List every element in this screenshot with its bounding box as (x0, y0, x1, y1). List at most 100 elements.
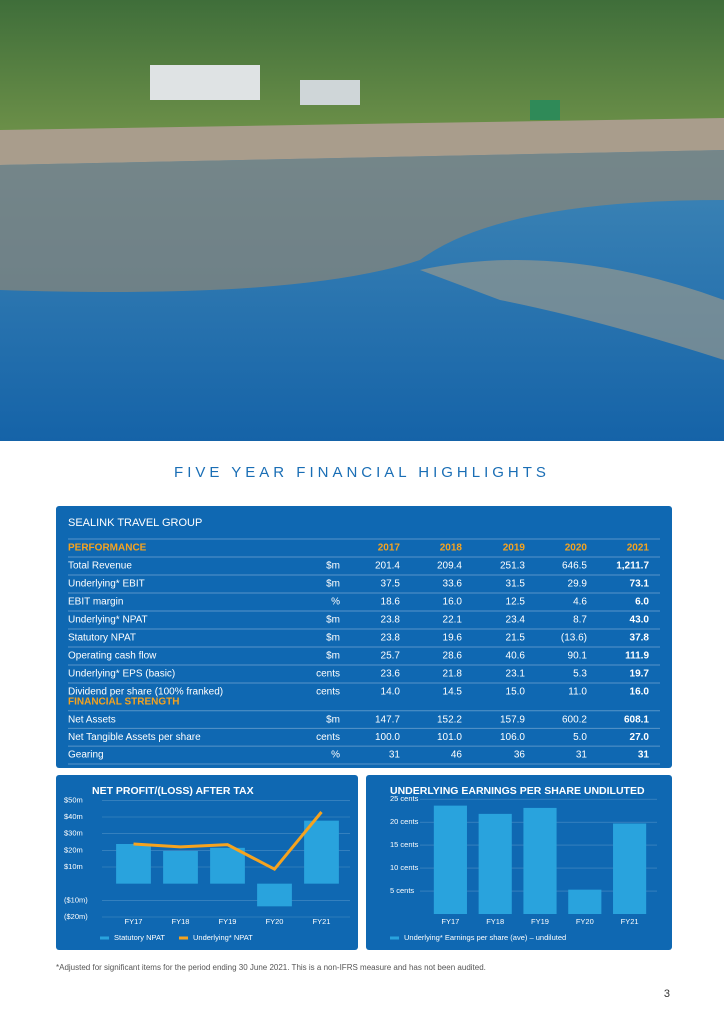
cell: 608.1 (624, 714, 649, 725)
bar (613, 823, 647, 914)
cell: 1,211.7 (616, 561, 649, 572)
year-header: 2018 (440, 543, 463, 554)
footnote: *Adjusted for significant items for the … (56, 963, 486, 972)
cell: 646.5 (562, 561, 587, 572)
cell: 600.2 (562, 714, 587, 725)
table-panel (56, 506, 672, 768)
row-label: Total Revenue (68, 561, 132, 572)
page-number: 3 (664, 988, 670, 1000)
cell: 157.9 (500, 714, 525, 725)
legend-swatch (100, 936, 109, 940)
cell: 101.0 (437, 732, 462, 743)
x-tick-label: FY17 (125, 917, 143, 926)
cell: 23.1 (506, 669, 526, 680)
cell: 16.0 (630, 687, 650, 698)
cell: 209.4 (437, 561, 462, 572)
cell: 5.0 (573, 732, 587, 743)
row-label: Dividend per share (100% franked) (68, 687, 223, 698)
y-tick-label: 5 cents (390, 886, 414, 895)
cell: 27.0 (630, 732, 650, 743)
cell: 19.6 (443, 633, 463, 644)
row-unit: $m (326, 579, 340, 590)
cell: 23.6 (381, 669, 401, 680)
row-unit: $m (326, 651, 340, 662)
cell: 22.1 (443, 615, 463, 626)
row-unit: $m (326, 633, 340, 644)
y-tick-label: $10m (64, 862, 83, 871)
cell: 31 (576, 750, 588, 761)
y-tick-label: $30m (64, 829, 83, 838)
bar (433, 805, 467, 914)
x-tick-label: FY19 (531, 917, 549, 926)
cell: 19.7 (630, 669, 650, 680)
legend-label: Underlying* NPAT (193, 933, 253, 942)
year-header: 2017 (378, 543, 401, 554)
cell: 31.5 (506, 579, 526, 590)
row-unit: cents (316, 669, 340, 680)
cell: 43.0 (630, 615, 650, 626)
cell: 21.5 (506, 633, 526, 644)
bar (523, 807, 557, 914)
page-title: FIVE YEAR FINANCIAL HIGHLIGHTS (174, 464, 550, 481)
cell: 111.9 (625, 651, 649, 662)
row-label: Operating cash flow (68, 651, 157, 662)
chart-title: NET PROFIT/(LOSS) AFTER TAX (92, 785, 254, 797)
bar (304, 820, 339, 884)
cell: 18.6 (381, 597, 401, 608)
year-header: 2019 (503, 543, 526, 554)
x-tick-label: FY19 (219, 917, 237, 926)
cell: 90.1 (568, 651, 588, 662)
cell: (13.6) (561, 633, 587, 644)
row-label: Gearing (68, 750, 104, 761)
cell: 16.0 (443, 597, 463, 608)
y-tick-label: ($20m) (64, 912, 88, 921)
cell: 152.2 (437, 714, 462, 725)
cell: 28.6 (443, 651, 463, 662)
table-heading: SEALINK TRAVEL GROUP (68, 517, 202, 529)
y-tick-label: 25 cents (390, 794, 419, 803)
x-tick-label: FY17 (441, 917, 459, 926)
bar (116, 844, 151, 884)
legend-swatch (390, 936, 399, 940)
x-tick-label: FY20 (576, 917, 594, 926)
cell: 23.8 (381, 615, 401, 626)
row-label: EBIT margin (68, 597, 123, 608)
row-label: Underlying* NPAT (68, 615, 148, 626)
row-unit: % (331, 597, 340, 608)
x-tick-label: FY18 (172, 917, 190, 926)
legend-label: Statutory NPAT (114, 933, 165, 942)
section-title: PERFORMANCE (68, 543, 147, 554)
cell: 46 (451, 750, 463, 761)
y-tick-label: 15 cents (390, 840, 419, 849)
row-label: Statutory NPAT (68, 633, 136, 644)
y-tick-label: 10 cents (390, 863, 419, 872)
cell: 21.8 (443, 669, 463, 680)
section-title: FINANCIAL STRENGTH (68, 697, 179, 708)
cell: 11.0 (568, 687, 587, 698)
cell: 14.5 (443, 687, 463, 698)
legend-swatch (179, 936, 188, 940)
y-tick-label: $20m (64, 845, 83, 854)
row-label: Underlying* EPS (basic) (68, 669, 175, 680)
row-unit: $m (326, 615, 340, 626)
y-tick-label: $40m (64, 812, 83, 821)
cell: 33.6 (443, 579, 463, 590)
line (133, 811, 323, 872)
cell: 37.8 (630, 633, 650, 644)
row-unit: % (331, 750, 340, 761)
x-tick-label: FY20 (266, 917, 284, 926)
y-tick-label: $50m (64, 795, 83, 804)
cell: 147.7 (375, 714, 400, 725)
cell: 106.0 (500, 732, 525, 743)
cell: 201.4 (375, 561, 400, 572)
row-unit: cents (316, 687, 340, 698)
y-tick-label: 20 cents (390, 817, 419, 826)
cell: 40.6 (506, 651, 526, 662)
cell: 23.8 (381, 633, 401, 644)
x-tick-label: FY18 (486, 917, 504, 926)
cell: 14.0 (381, 687, 401, 698)
row-label: Net Tangible Assets per share (68, 732, 201, 743)
cell: 12.5 (506, 597, 526, 608)
cell: 100.0 (375, 732, 400, 743)
